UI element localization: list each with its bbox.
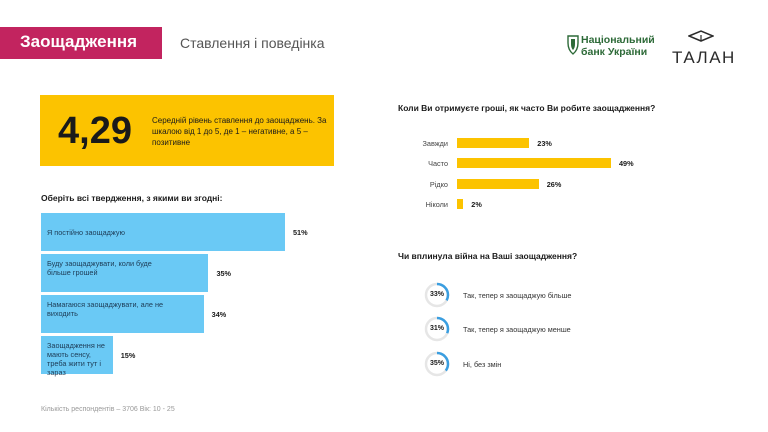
war-option-label: Так, тепер я заощаджую більше (463, 291, 572, 300)
footnote: Кількість респондентів – 3706 Вік: 10 - … (41, 406, 175, 413)
donut-slice (424, 282, 450, 308)
donut-ring (424, 351, 450, 377)
statement-value: 35% (216, 269, 232, 278)
nbu-line-1: Національний (581, 34, 655, 46)
statement-label: Намагаюся заощаджувати, але не виходить (47, 300, 164, 318)
donut-value: 33% (429, 291, 444, 298)
statement-label: Заощадження не мають сенсу, треба жити т… (47, 341, 105, 377)
frequency-value: 2% (471, 200, 482, 209)
donut-ring (424, 316, 450, 342)
donut-slice (424, 351, 450, 377)
talan-logo-icon (688, 30, 714, 42)
score-value: 4,29 (58, 110, 132, 152)
war-question: Чи вплинула війна на Ваші заощадження? (398, 251, 578, 261)
frequency-value: 49% (619, 159, 634, 168)
frequency-bar (457, 138, 530, 148)
statement-value: 34% (211, 310, 227, 319)
frequency-value: 26% (546, 180, 562, 189)
statement-bar (41, 254, 209, 292)
title-band (0, 27, 162, 59)
frequency-value: 23% (537, 139, 552, 148)
statement-value: 15% (120, 351, 136, 360)
nbu-logo-icon (567, 35, 579, 55)
donut-value: 35% (429, 360, 444, 367)
frequency-label: Ніколи (425, 200, 448, 209)
donut-value: 31% (429, 325, 444, 332)
statement-bar (41, 213, 285, 251)
statement-label: Буду заощаджувати, коли буде більше грош… (47, 259, 152, 277)
statement-bar (41, 336, 113, 374)
statement-value: 51% (293, 228, 308, 237)
donut-ring (424, 282, 450, 308)
war-option-label: Так, тепер я заощаджую менше (463, 325, 571, 334)
page-subtitle: Ставлення і поведінка (180, 35, 325, 51)
talan-logo-text: ТАЛАН (672, 48, 736, 67)
frequency-bar (457, 199, 464, 209)
nbu-line-2: банк України (581, 46, 648, 58)
page-title: Заощадження (20, 32, 138, 51)
war-option-label: Ні, без змін (463, 360, 502, 369)
score-description: Середній рівень ставлення до заощаджень.… (152, 116, 327, 147)
frequency-question: Коли Ви отримуєте гроші, як часто Ви роб… (398, 103, 656, 113)
statement-bar (41, 295, 204, 333)
nbu-logo-text: Національний банк України (581, 34, 655, 58)
statement-label: Я постійно заощаджую (47, 228, 125, 237)
donut-slice (424, 316, 450, 342)
frequency-label: Часто (428, 159, 448, 168)
frequency-bar (457, 158, 611, 168)
frequency-bar (457, 179, 539, 189)
frequency-label: Завжди (422, 139, 448, 148)
score-box (40, 95, 334, 166)
statements-question: Оберіть всі твердження, з якими ви згодн… (41, 193, 223, 203)
frequency-label: Рідко (429, 180, 448, 189)
